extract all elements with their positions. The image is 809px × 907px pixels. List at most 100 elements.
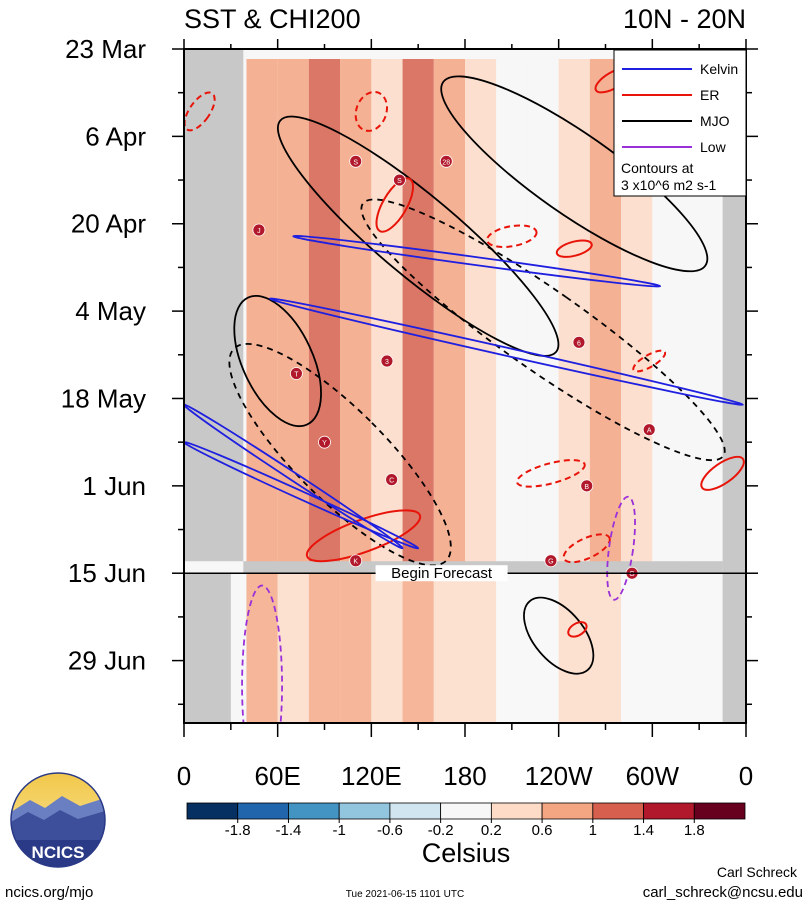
sst-band-forecast bbox=[621, 573, 653, 723]
sst-band-forecast bbox=[402, 573, 434, 723]
storm-marker: S bbox=[393, 173, 406, 187]
storm-symbol bbox=[349, 154, 363, 168]
sst-band-forecast bbox=[652, 573, 684, 723]
sst-band-forecast bbox=[558, 573, 590, 723]
storm-marker: Y bbox=[318, 435, 331, 449]
er-contour bbox=[354, 90, 389, 132]
sst-band-forecast bbox=[496, 573, 528, 723]
colorbar-tick-label: 0.6 bbox=[532, 822, 553, 839]
y-tick-label: 15 Jun bbox=[68, 558, 146, 588]
sst-band-forecast bbox=[340, 573, 372, 723]
low-contour bbox=[606, 495, 636, 601]
colorbar-tick-label: -0.2 bbox=[428, 822, 454, 839]
x-tick-label: 0 bbox=[177, 761, 191, 791]
er-contour bbox=[567, 621, 588, 638]
storm-marker: K bbox=[349, 554, 363, 568]
legend-entry: ER bbox=[622, 87, 719, 103]
land-mask bbox=[184, 49, 746, 723]
sst-band-forecast bbox=[527, 573, 559, 723]
storm-marker: C bbox=[385, 473, 399, 487]
mjo-contours bbox=[228, 75, 726, 675]
chart-title: SST & CHI200 bbox=[184, 4, 361, 34]
storm-marker: J bbox=[252, 223, 266, 237]
sst-band-forecast bbox=[246, 573, 278, 723]
legend-entry: Low bbox=[622, 139, 727, 155]
storm-label: A bbox=[647, 428, 652, 435]
storm-symbol bbox=[385, 473, 399, 487]
kelvin-contour bbox=[268, 297, 744, 406]
storm-symbol bbox=[349, 554, 363, 568]
er-contour bbox=[632, 349, 667, 373]
er-contour bbox=[555, 239, 593, 258]
footer-url[interactable]: ncics.org/mjo bbox=[5, 884, 93, 901]
y-tick-label: 23 Mar bbox=[65, 34, 146, 64]
kelvin-contour bbox=[292, 235, 662, 288]
er-contour bbox=[375, 177, 414, 233]
x-tick-label: 180 bbox=[443, 761, 486, 791]
low-contours bbox=[241, 495, 636, 723]
sst-band bbox=[246, 59, 278, 572]
colorbar-segment bbox=[592, 802, 644, 820]
y-tick-label: 1 Jun bbox=[82, 471, 146, 501]
colorbar: -1.8 -1.4 -1 -0.6 -0.2 0.2 0.6 1 1.4 1.8 bbox=[186, 802, 746, 839]
footer-email[interactable]: carl_schreck@ncsu.edu bbox=[643, 884, 803, 901]
er-contours bbox=[184, 67, 745, 638]
sst-field bbox=[246, 59, 723, 723]
storm-label: S bbox=[397, 178, 402, 185]
forecast-marker: Begin Forecast bbox=[184, 565, 746, 582]
storm-symbol bbox=[393, 173, 406, 187]
storm-label: S bbox=[353, 159, 358, 166]
y-tick-label: 18 May bbox=[61, 383, 146, 413]
storm-label: 28 bbox=[442, 159, 450, 166]
ncics-logo: NCICS bbox=[10, 772, 106, 868]
forecast-label-bg bbox=[375, 565, 508, 582]
sst-band bbox=[558, 59, 590, 572]
storm-symbol bbox=[642, 423, 656, 437]
storm-symbol bbox=[289, 367, 303, 380]
colorbar-segment bbox=[440, 802, 492, 820]
storm-label: 6 bbox=[577, 340, 581, 347]
er-contour bbox=[184, 91, 216, 132]
storm-marker: T bbox=[289, 367, 303, 380]
storm-label: K bbox=[353, 559, 358, 566]
x-tick-label: 120W bbox=[525, 761, 593, 791]
colorbar-tick-label: -0.6 bbox=[377, 822, 403, 839]
er-contour bbox=[562, 533, 611, 564]
er-contour bbox=[486, 224, 538, 248]
legend: Kelvin ER MJO Low Contours at 3 x10^6 m2 s-… bbox=[613, 49, 747, 197]
sst-band-forecast bbox=[308, 573, 341, 723]
colorbar-tick-label: 1 bbox=[589, 822, 597, 839]
storm-label: C bbox=[389, 478, 394, 485]
legend-label: Low bbox=[700, 139, 727, 155]
colorbar-segment bbox=[338, 802, 391, 820]
y-axis: 23 Mar 6 Apr 20 Apr 4 May 18 May 1 Jun 15 Jun 2… bbox=[61, 34, 758, 706]
legend-entry: MJO bbox=[622, 113, 730, 129]
sst-band bbox=[371, 59, 403, 572]
colorbar-segment bbox=[643, 802, 695, 820]
storm-marker: A bbox=[642, 423, 656, 437]
storm-symbol bbox=[572, 335, 586, 349]
chart-subtitle: 10N - 20N bbox=[623, 4, 746, 34]
y-tick-label: 4 May bbox=[75, 296, 146, 326]
colorbar-tick-label: 1.4 bbox=[633, 822, 654, 839]
colorbar-segment bbox=[186, 802, 239, 820]
colorbar-segment bbox=[490, 802, 543, 820]
legend-note-line1: Contours at bbox=[621, 160, 693, 176]
colorbar-tick-label: 1.8 bbox=[684, 822, 705, 839]
land-mask-west bbox=[184, 49, 244, 562]
storm-symbol bbox=[252, 223, 266, 237]
storm-marker: S bbox=[349, 154, 363, 168]
colorbar-tick-label: -1.4 bbox=[276, 822, 302, 839]
mjo-contour bbox=[440, 75, 709, 273]
sst-band-forecast bbox=[433, 573, 465, 723]
storm-label: Y bbox=[322, 440, 327, 447]
x-tick-label: 120E bbox=[341, 761, 402, 791]
sst-band bbox=[402, 59, 434, 572]
colorbar-tick-label: -1.8 bbox=[225, 822, 251, 839]
legend-entry: Kelvin bbox=[622, 61, 738, 77]
er-contour bbox=[305, 509, 422, 563]
storm-marker: B bbox=[580, 479, 594, 493]
land-mask-east bbox=[722, 49, 746, 723]
er-contour bbox=[515, 459, 586, 488]
